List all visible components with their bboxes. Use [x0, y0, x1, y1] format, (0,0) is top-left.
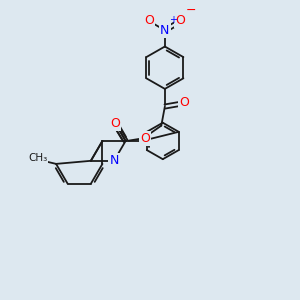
Text: O: O: [176, 14, 185, 26]
Text: +: +: [169, 15, 177, 25]
Text: O: O: [179, 97, 189, 110]
Text: O: O: [110, 117, 120, 130]
Text: CH₃: CH₃: [28, 153, 47, 163]
Text: O: O: [145, 14, 154, 26]
Text: O: O: [140, 131, 150, 145]
Text: −: −: [186, 4, 196, 17]
Text: N: N: [160, 24, 170, 37]
Text: N: N: [109, 154, 119, 167]
